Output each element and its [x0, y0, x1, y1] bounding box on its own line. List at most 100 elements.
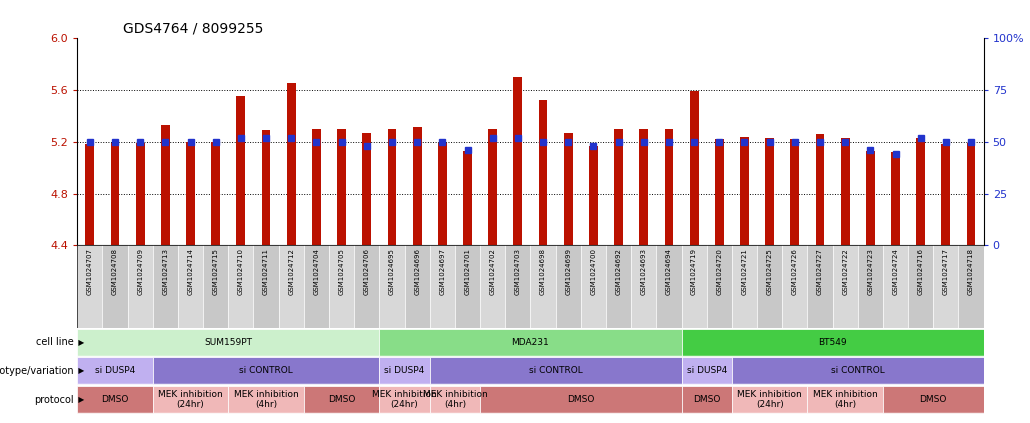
- Text: ▶: ▶: [76, 366, 84, 376]
- Text: protocol: protocol: [35, 395, 74, 405]
- Bar: [732, 386, 808, 413]
- Bar: [790, 139, 799, 245]
- Bar: [77, 329, 379, 356]
- Bar: [413, 127, 421, 245]
- Bar: [152, 245, 178, 328]
- Text: GSM1024725: GSM1024725: [766, 248, 772, 294]
- Text: si CONTROL: si CONTROL: [528, 366, 583, 376]
- Bar: [304, 245, 329, 328]
- Text: MEK inhibition
(24hr): MEK inhibition (24hr): [737, 390, 802, 409]
- Bar: [438, 143, 447, 245]
- Bar: [581, 245, 606, 328]
- Text: GSM1024700: GSM1024700: [590, 248, 596, 295]
- Text: GSM1024723: GSM1024723: [867, 248, 873, 295]
- Bar: [563, 133, 573, 245]
- Bar: [816, 134, 824, 245]
- Bar: [966, 143, 975, 245]
- Text: si CONTROL: si CONTROL: [239, 366, 293, 376]
- Text: genotype/variation: genotype/variation: [0, 366, 74, 376]
- Text: GSM1024711: GSM1024711: [263, 248, 269, 295]
- Text: GSM1024698: GSM1024698: [540, 248, 546, 295]
- Bar: [77, 386, 152, 413]
- Bar: [631, 245, 656, 328]
- Bar: [883, 245, 908, 328]
- Bar: [555, 245, 581, 328]
- Bar: [858, 245, 883, 328]
- Text: GSM1024697: GSM1024697: [440, 248, 445, 295]
- Bar: [464, 151, 472, 245]
- Bar: [480, 245, 506, 328]
- Bar: [152, 357, 379, 385]
- Bar: [941, 144, 951, 245]
- Text: SUM159PT: SUM159PT: [204, 338, 252, 347]
- Bar: [387, 129, 397, 245]
- Text: GSM1024706: GSM1024706: [364, 248, 370, 295]
- Text: MEK inhibition
(4hr): MEK inhibition (4hr): [813, 390, 878, 409]
- Text: GSM1024709: GSM1024709: [137, 248, 143, 295]
- Bar: [506, 245, 530, 328]
- Bar: [136, 143, 144, 245]
- Text: GSM1024715: GSM1024715: [213, 248, 218, 295]
- Bar: [664, 129, 674, 245]
- Text: GSM1024716: GSM1024716: [918, 248, 924, 295]
- Bar: [682, 329, 984, 356]
- Bar: [808, 386, 883, 413]
- Bar: [690, 91, 698, 245]
- Bar: [732, 357, 984, 385]
- Text: GSM1024704: GSM1024704: [313, 248, 319, 295]
- Text: GSM1024694: GSM1024694: [666, 248, 672, 295]
- Text: BT549: BT549: [818, 338, 847, 347]
- Text: GSM1024693: GSM1024693: [641, 248, 647, 295]
- Text: si DUSP4: si DUSP4: [384, 366, 424, 376]
- Text: GSM1024705: GSM1024705: [339, 248, 345, 295]
- Bar: [883, 386, 984, 413]
- Text: MEK inhibition
(24hr): MEK inhibition (24hr): [372, 390, 437, 409]
- Text: DMSO: DMSO: [693, 395, 720, 404]
- Bar: [430, 245, 455, 328]
- Bar: [229, 245, 253, 328]
- Text: GSM1024695: GSM1024695: [389, 248, 394, 295]
- Bar: [840, 138, 850, 245]
- Bar: [203, 245, 229, 328]
- Text: DMSO: DMSO: [568, 395, 594, 404]
- Bar: [178, 245, 203, 328]
- Bar: [589, 146, 597, 245]
- Bar: [304, 386, 379, 413]
- Text: GSM1024701: GSM1024701: [465, 248, 471, 295]
- Bar: [229, 386, 304, 413]
- Text: GSM1024692: GSM1024692: [616, 248, 621, 295]
- Text: GSM1024708: GSM1024708: [112, 248, 118, 295]
- Text: GDS4764 / 8099255: GDS4764 / 8099255: [123, 22, 263, 36]
- Bar: [757, 245, 782, 328]
- Bar: [379, 245, 405, 328]
- Text: GSM1024713: GSM1024713: [163, 248, 168, 295]
- Bar: [808, 245, 832, 328]
- Bar: [908, 245, 933, 328]
- Text: GSM1024712: GSM1024712: [288, 248, 295, 295]
- Bar: [379, 357, 430, 385]
- Bar: [513, 77, 522, 245]
- Text: MEK inhibition
(4hr): MEK inhibition (4hr): [422, 390, 487, 409]
- Bar: [405, 245, 430, 328]
- Text: DMSO: DMSO: [328, 395, 355, 404]
- Bar: [77, 357, 152, 385]
- Bar: [279, 245, 304, 328]
- Bar: [354, 245, 379, 328]
- Text: GSM1024717: GSM1024717: [942, 248, 949, 295]
- Bar: [682, 245, 707, 328]
- Bar: [606, 245, 631, 328]
- Bar: [732, 245, 757, 328]
- Text: si DUSP4: si DUSP4: [687, 366, 727, 376]
- Text: GSM1024714: GSM1024714: [187, 248, 194, 295]
- Bar: [917, 138, 925, 245]
- Text: GSM1024720: GSM1024720: [716, 248, 722, 295]
- Bar: [707, 245, 732, 328]
- Bar: [891, 152, 900, 245]
- Text: GSM1024719: GSM1024719: [691, 248, 697, 295]
- Bar: [530, 245, 555, 328]
- Text: MEK inhibition
(24hr): MEK inhibition (24hr): [159, 390, 222, 409]
- Text: ▶: ▶: [76, 395, 84, 404]
- Bar: [640, 129, 648, 245]
- Text: cell line: cell line: [36, 337, 74, 347]
- Text: GSM1024727: GSM1024727: [817, 248, 823, 295]
